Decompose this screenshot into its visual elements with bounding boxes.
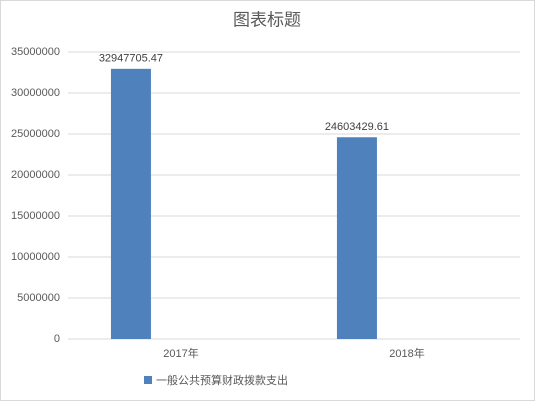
y-tick-label: 35000000	[11, 46, 60, 58]
bar	[336, 137, 377, 339]
bar	[110, 68, 151, 340]
data-label: 32947705.47	[99, 53, 163, 65]
legend-swatch	[144, 376, 152, 384]
data-label: 24603429.61	[325, 121, 389, 133]
y-tick-label: 10000000	[11, 251, 60, 263]
legend-label: 一般公共预算财政拨款支出	[156, 373, 288, 387]
y-tick-label: 5000000	[17, 292, 60, 304]
y-tick-label: 15000000	[11, 210, 60, 222]
y-tick-label: 0	[54, 333, 60, 345]
chart-title: 图表标题	[233, 10, 301, 29]
y-tick-label: 25000000	[11, 128, 60, 140]
y-tick-label: 30000000	[11, 87, 60, 99]
x-tick-label: 2017年	[163, 346, 198, 360]
y-tick-label: 20000000	[11, 169, 60, 181]
x-tick-label: 2018年	[389, 346, 424, 360]
